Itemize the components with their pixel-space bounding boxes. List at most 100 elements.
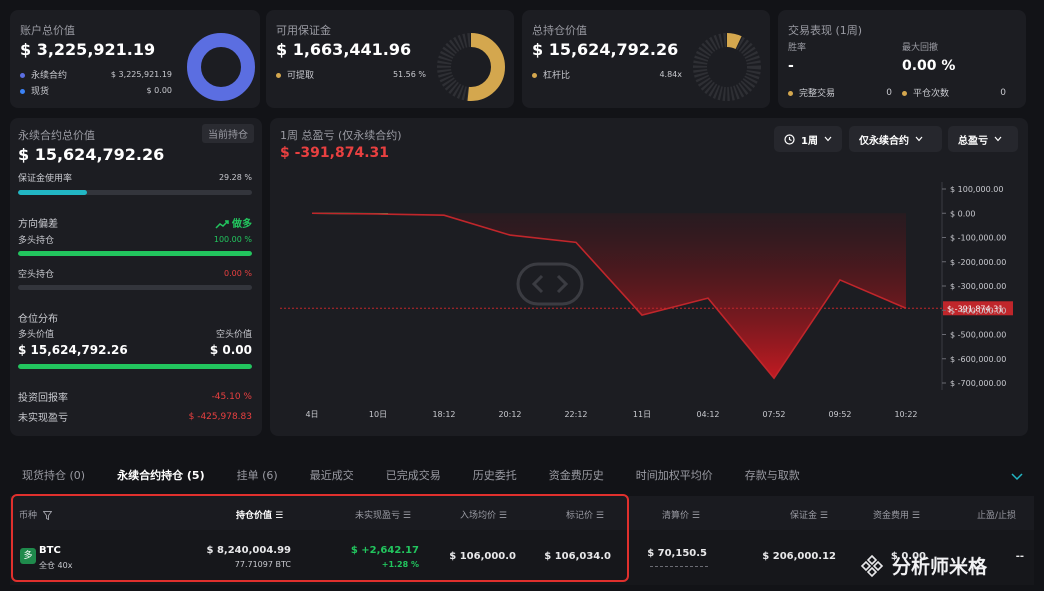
bias-label: 方向偏差 bbox=[18, 219, 58, 230]
perp-title: 永续合约总价值 bbox=[18, 129, 95, 142]
leverage-row: 杠杆比 4.84x bbox=[532, 68, 682, 81]
margin-usage-label: 保证金使用率 bbox=[18, 174, 73, 184]
perp-summary-card: 永续合约总价值 当前持仓 $ 15,624,792.26 保证金使用率 29.2… bbox=[10, 118, 262, 436]
drawdown-value: 0.00 % bbox=[902, 58, 956, 74]
short-value-label: 空头价值 bbox=[215, 330, 252, 340]
table-header bbox=[10, 496, 1034, 530]
funding-value: $ 0.00 bbox=[890, 551, 926, 562]
account-spot-row: 现货 $ 0.00 bbox=[20, 84, 172, 97]
th-coin[interactable]: 币种 bbox=[19, 508, 53, 521]
drawdown-label: 最大回撤 bbox=[902, 43, 939, 53]
roi-label: 投资回报率 bbox=[18, 393, 68, 404]
metric-select[interactable]: 总盈亏 bbox=[948, 126, 1018, 152]
watermark-text: 分析师米格 bbox=[892, 556, 988, 578]
position-amount: $ 15,624,792.26 bbox=[532, 40, 679, 59]
account-value-title: 账户总价值 bbox=[20, 24, 75, 37]
account-perp-row: 永续合约 $ 3,225,921.19 bbox=[20, 68, 172, 81]
chevron-down-icon bbox=[994, 136, 1002, 142]
binance-logo-icon bbox=[860, 554, 884, 577]
sort-icon: ☰ bbox=[593, 511, 604, 521]
withdrawable-row: 可提取 51.56 % bbox=[276, 68, 426, 81]
spot-dot bbox=[20, 89, 25, 94]
chevron-down-icon bbox=[824, 136, 832, 142]
account-donut bbox=[187, 33, 255, 101]
trend-up-icon bbox=[214, 220, 229, 229]
position-size: 77.71097 BTC bbox=[234, 560, 291, 569]
period-select[interactable]: 1周 bbox=[774, 126, 842, 152]
margin-usage-bar bbox=[18, 190, 252, 195]
th-liq-price[interactable]: 清算价 ☰ bbox=[662, 511, 700, 521]
tab-deposits[interactable]: 存款与取款 bbox=[744, 469, 800, 482]
winrate-value: - bbox=[788, 58, 794, 74]
tab-spot[interactable]: 现货持仓 (0) bbox=[22, 469, 86, 482]
perp-dot bbox=[20, 73, 25, 78]
leverage-donut bbox=[693, 33, 761, 101]
long-value-label: 多头价值 bbox=[18, 330, 55, 340]
liq-price: $ 70,150.5 bbox=[647, 548, 707, 559]
completed-row: 完整交易 0 bbox=[788, 86, 892, 99]
tab-order-history[interactable]: 历史委托 bbox=[472, 469, 517, 482]
sort-icon: ☰ bbox=[817, 511, 828, 521]
position-value: $ 8,240,004.99 bbox=[206, 545, 291, 556]
account-value-amount: $ 3,225,921.19 bbox=[20, 40, 156, 59]
tab-perp[interactable]: 永续合约持仓 (5) bbox=[117, 469, 205, 482]
long-value-amount: $ 15,624,792.26 bbox=[18, 343, 128, 357]
sort-icon: ☰ bbox=[272, 511, 284, 521]
th-entry-price[interactable]: 入场均价 ☰ bbox=[460, 511, 507, 521]
short-label: 空头持仓 bbox=[18, 270, 55, 280]
margin-usage-value: 29.28 % bbox=[218, 173, 252, 182]
short-value-amount: $ 0.00 bbox=[209, 343, 252, 357]
pnl-chart-card bbox=[270, 118, 1028, 436]
sort-icon: ☰ bbox=[909, 511, 920, 521]
highlight-box bbox=[11, 494, 629, 582]
bias-value: 做多 bbox=[232, 219, 252, 230]
total-position-card: 总持仓价值 $ 15,624,792.26 杠杆比 4.84x bbox=[522, 10, 770, 108]
tab-funding-history[interactable]: 资金费历史 bbox=[548, 469, 604, 482]
positions-tabs: 现货持仓 (0) 永续合约持仓 (5) 挂单 (6) 最近成交 已完成交易 历史… bbox=[22, 467, 800, 483]
tab-recent-fills[interactable]: 最近成交 bbox=[309, 469, 354, 482]
margin-donut bbox=[437, 33, 505, 101]
collapse-chevron-icon[interactable] bbox=[1011, 473, 1023, 481]
performance-card: 交易表现 (1周) 胜率 - 最大回撤 0.00 % 完整交易 0 平仓次数 0 bbox=[778, 10, 1026, 108]
closes-row: 平仓次数 0 bbox=[902, 86, 1006, 99]
margin-title: 可用保证金 bbox=[276, 24, 331, 37]
coin-leverage: 全仓 40x bbox=[39, 561, 73, 570]
unrealized-pnl: $ +2,642.17 bbox=[350, 545, 419, 556]
sort-icon: ☰ bbox=[400, 511, 411, 521]
sort-icon: ☰ bbox=[689, 511, 700, 521]
pnl-chart-value: $ -391,874.31 bbox=[280, 145, 389, 161]
performance-title: 交易表现 (1周) bbox=[788, 24, 863, 37]
tab-twap[interactable]: 时间加权平均价 bbox=[635, 469, 713, 482]
position-title: 总持仓价值 bbox=[532, 24, 587, 37]
clock-icon bbox=[784, 133, 795, 145]
short-bar bbox=[18, 285, 252, 290]
long-bar bbox=[18, 251, 252, 256]
coin-name[interactable]: BTC bbox=[39, 545, 61, 556]
unrealized-pnl-pct: +1.28 % bbox=[381, 560, 419, 569]
short-value: 0.00 % bbox=[224, 269, 252, 278]
th-margin[interactable]: 保证金 ☰ bbox=[790, 511, 828, 521]
available-margin-card: 可用保证金 $ 1,663,441.96 可提取 51.56 % bbox=[266, 10, 514, 108]
dist-label: 仓位分布 bbox=[18, 314, 58, 325]
chevron-down-icon bbox=[915, 136, 923, 142]
unrealized-label: 未实现盈亏 bbox=[18, 413, 68, 424]
roi-value: -45.10 % bbox=[211, 391, 252, 402]
th-mark-price[interactable]: 标记价 ☰ bbox=[566, 511, 604, 521]
long-label: 多头持仓 bbox=[18, 236, 55, 246]
tab-open-orders[interactable]: 挂单 (6) bbox=[236, 469, 278, 482]
long-value: 100.00 % bbox=[213, 235, 252, 244]
filter-icon[interactable] bbox=[42, 511, 53, 521]
tab-completed[interactable]: 已完成交易 bbox=[385, 469, 441, 482]
th-unrealized-pnl[interactable]: 未实现盈亏 ☰ bbox=[355, 511, 411, 521]
th-funding[interactable]: 资金费用 ☰ bbox=[873, 511, 920, 521]
sort-icon: ☰ bbox=[496, 511, 507, 521]
th-position-value[interactable]: 持仓价值 ☰ bbox=[236, 511, 284, 521]
mark-price: $ 106,034.0 bbox=[544, 551, 611, 562]
table-row[interactable] bbox=[10, 530, 1034, 585]
scope-select[interactable]: 仅永续合约 bbox=[849, 126, 942, 152]
pnl-chart-title: 1周 总盈亏 (仅永续合约) bbox=[280, 129, 402, 142]
winrate-label: 胜率 bbox=[788, 43, 807, 53]
tpsl-value[interactable]: -- bbox=[1015, 551, 1024, 562]
current-positions-badge[interactable]: 当前持仓 bbox=[202, 124, 254, 143]
th-tpsl[interactable]: 止盈/止损 bbox=[977, 511, 1017, 521]
